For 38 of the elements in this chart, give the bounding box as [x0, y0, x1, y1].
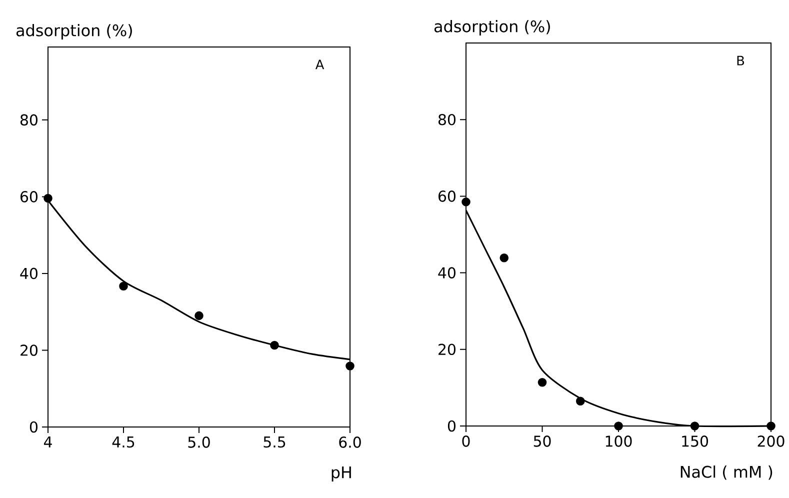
y-axis-title: adsorption (%) [434, 20, 550, 36]
text: B [737, 56, 744, 66]
point [462, 198, 470, 206]
x-tick-label: 6.0 [339, 436, 361, 448]
x-tick-label: 4.5 [112, 436, 134, 448]
x-tick-label: 150 [682, 436, 708, 447]
y-tick-label: 0 [30, 421, 38, 433]
x-tick-label: 0 [462, 436, 470, 447]
x-tick-label: 5.5 [264, 436, 286, 448]
point [766, 422, 776, 430]
y-tick-label: 40 [438, 267, 456, 278]
y-tick-label: 80 [438, 114, 456, 126]
y-tick-label: 40 [20, 268, 38, 280]
x-tick-label: 200 [758, 436, 784, 447]
y-tick-label: 20 [438, 344, 456, 356]
y-tick-label: 60 [20, 191, 38, 202]
point [614, 422, 623, 430]
point [270, 340, 279, 350]
x-axis-title: pH [332, 466, 351, 482]
point [119, 282, 128, 291]
x-tick-label: 100 [606, 436, 632, 447]
text: A [315, 60, 324, 70]
y-tick-label: 60 [438, 190, 456, 202]
point [194, 311, 204, 320]
point [346, 362, 354, 370]
x-axis-title: NaCl ( mM ) [680, 466, 772, 480]
y-tick-label: 0 [448, 420, 456, 432]
x-tick-label: 50 [534, 436, 551, 447]
point [576, 396, 585, 406]
y-tick-label: 80 [20, 114, 38, 126]
x-tick-label: 5.0 [188, 436, 210, 448]
point [500, 253, 509, 262]
point [538, 378, 547, 387]
y-axis-title: adsorption (%) [16, 24, 132, 40]
x-tick-label: 4 [44, 436, 52, 448]
point [690, 422, 700, 430]
y-tick-label: 20 [20, 344, 38, 356]
point [44, 194, 52, 203]
